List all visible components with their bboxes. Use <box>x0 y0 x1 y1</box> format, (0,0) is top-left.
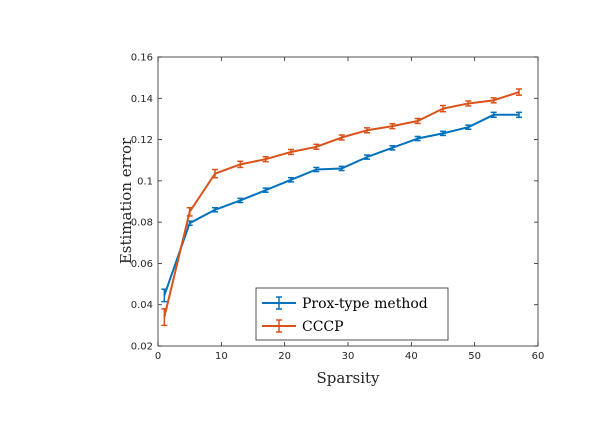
y-axis-title: Estimation error <box>117 137 135 264</box>
legend-entry-cccp: CCCP <box>262 319 344 335</box>
y-tick-label: 0.14 <box>131 94 153 105</box>
y-tick-label: 0.02 <box>131 342 153 353</box>
y-tick-label: 0.1 <box>137 176 153 187</box>
legend-entry-prox: Prox-type method <box>262 296 428 312</box>
x-tick-label: 50 <box>468 351 481 362</box>
y-tick-label: 0.12 <box>131 135 153 146</box>
y-tick-label: 0.04 <box>131 300 153 311</box>
legend-label-prox: Prox-type method <box>302 296 428 312</box>
x-tick-label: 0 <box>155 351 161 362</box>
x-tick-label: 10 <box>215 351 228 362</box>
y-tick-label: 0.16 <box>131 53 153 64</box>
x-tick-label: 60 <box>532 351 545 362</box>
x-tick-label: 40 <box>405 351 418 362</box>
y-tick-label: 0.06 <box>131 259 153 270</box>
x-axis-title: Sparsity <box>317 369 381 387</box>
legend-box <box>255 287 449 341</box>
series-0 <box>161 111 522 303</box>
legend: Prox-type method CCCP <box>255 287 449 341</box>
series-line <box>163 113 519 296</box>
series-1 <box>161 88 522 327</box>
y-tick-label: 0.08 <box>131 218 153 229</box>
plot-layer <box>161 88 522 327</box>
x-axis: 0 10 20 30 40 50 60 <box>155 57 545 362</box>
y-axis: 0.02 0.04 0.06 0.08 0.1 0.12 0.14 0.16 <box>131 53 538 353</box>
x-tick-label: 20 <box>278 351 291 362</box>
legend-label-cccp: CCCP <box>302 319 344 335</box>
x-tick-label: 30 <box>342 351 355 362</box>
